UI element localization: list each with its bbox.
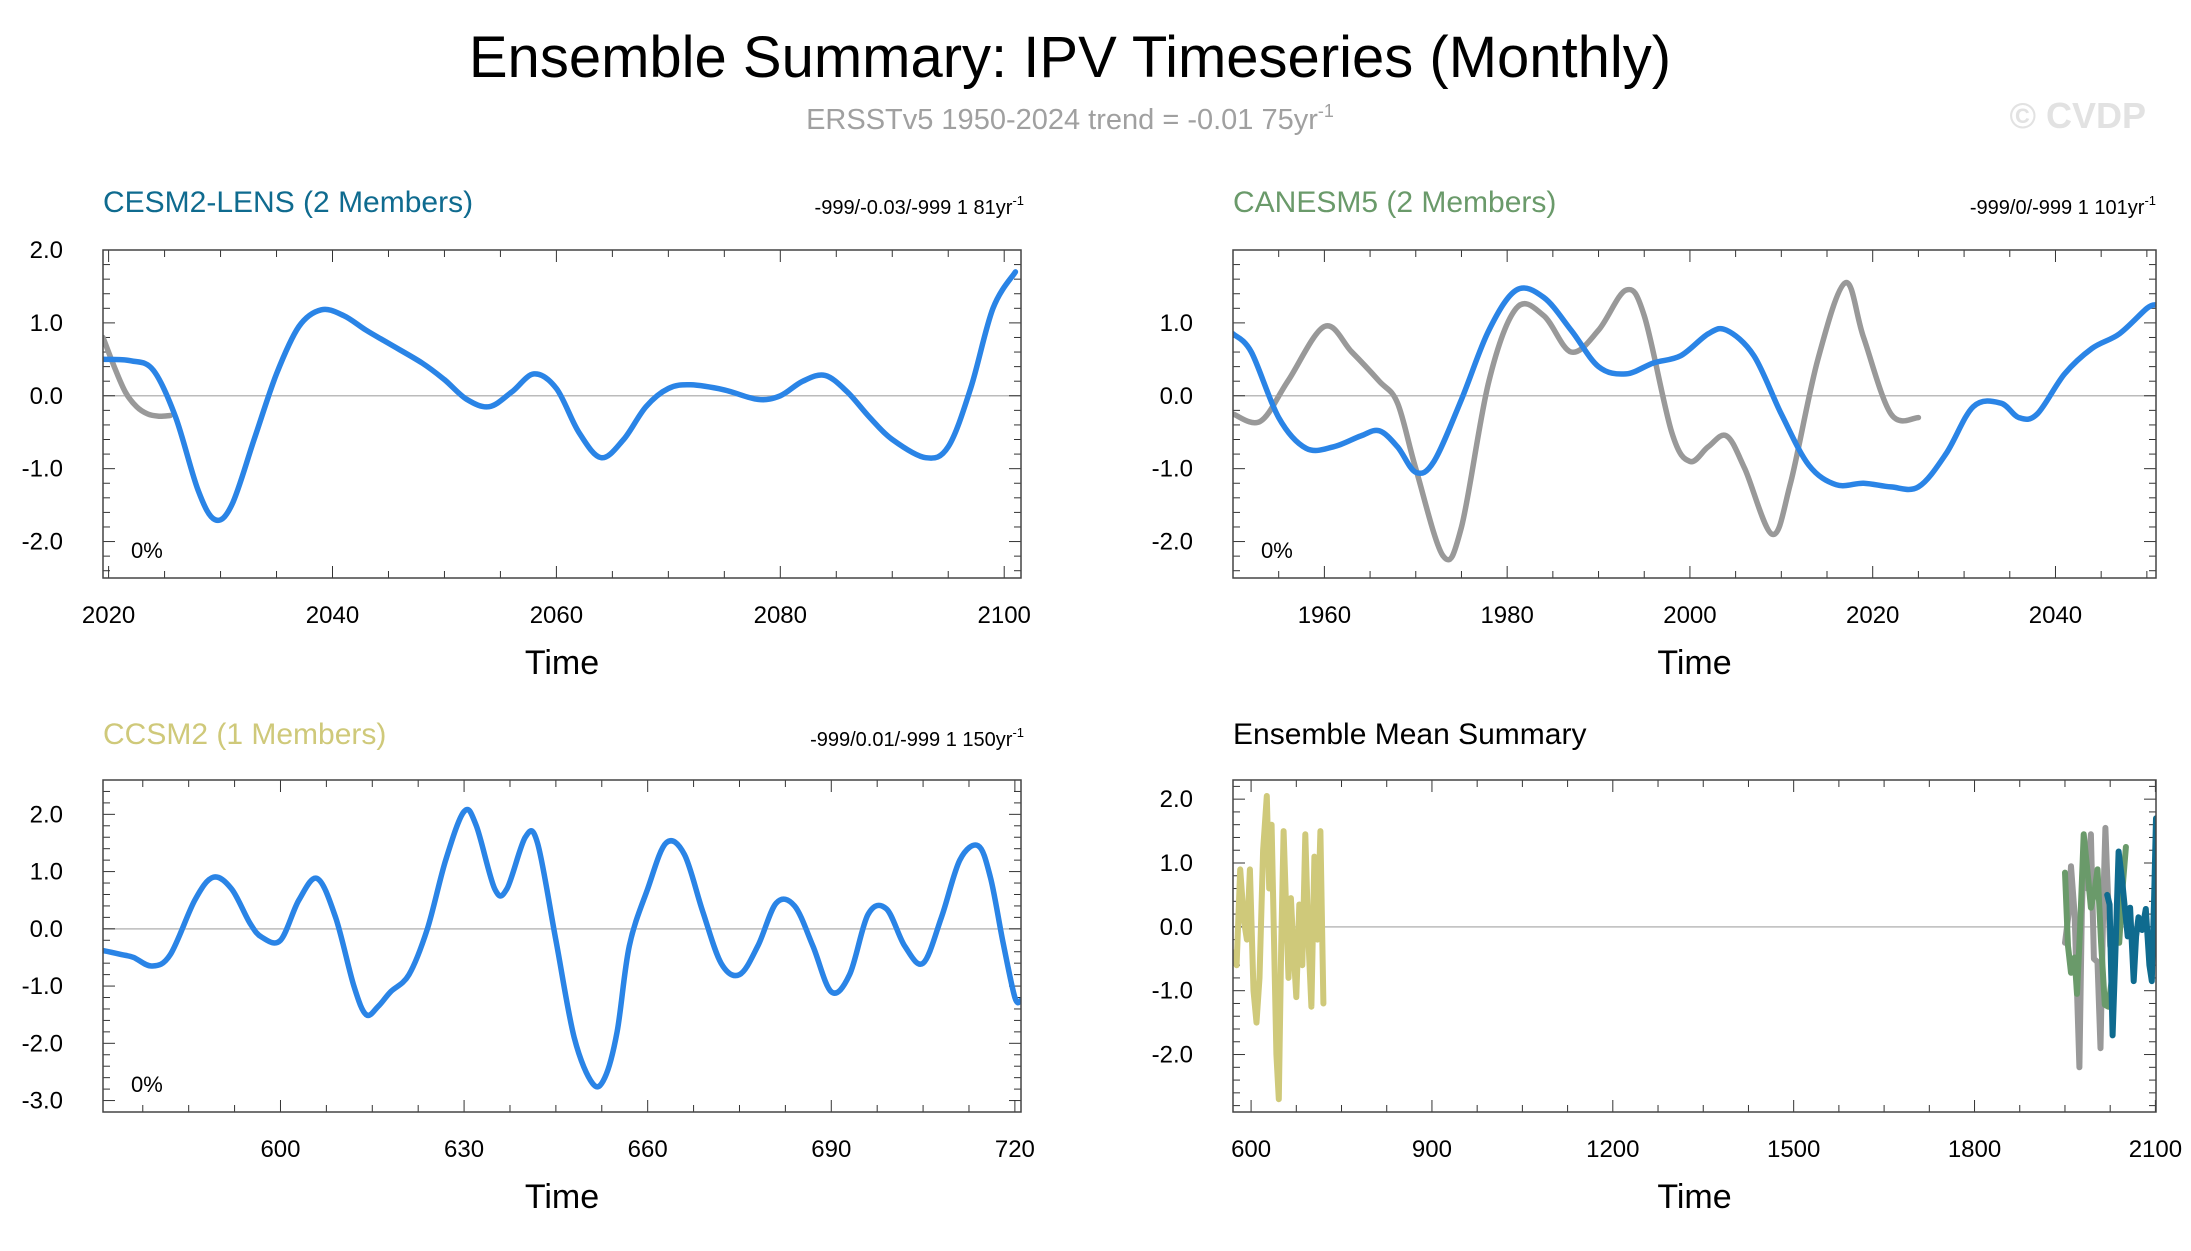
series-line-obs: [103, 334, 173, 419]
subtitle-text: ERSSTv5 1950-2024 trend = -0.01 75yr: [806, 104, 1318, 136]
x-tick-label: 2000: [1663, 602, 1716, 629]
y-tick-label: 0.0: [30, 916, 63, 943]
panel-title: CANESM5 (2 Members): [1233, 186, 1556, 219]
series-line-ccsm2: [1233, 793, 1327, 1103]
x-tick-label: 1980: [1480, 602, 1533, 629]
percent-label: 0%: [1261, 538, 1293, 563]
x-tick-label: 660: [628, 1136, 668, 1163]
plot-frame: [102, 779, 1022, 1113]
y-tick-label: -1.0: [1152, 456, 1193, 483]
y-tick-label: -1.0: [22, 456, 63, 483]
series-group: [103, 269, 1019, 524]
watermark: © CVDP: [2009, 95, 2146, 136]
x-tick-label: 1800: [1948, 1136, 2001, 1163]
panel-stats-text: -999/0.01/-999 1 150yr: [810, 729, 1013, 751]
series-group: [1233, 280, 2156, 563]
y-tick-label: -2.0: [22, 529, 63, 556]
y-tick-label: 1.0: [30, 310, 63, 337]
series-line-cesm2: [2104, 815, 2156, 1039]
y-tick-label: 2.0: [1160, 786, 1193, 813]
x-tick-label: 630: [444, 1136, 484, 1163]
panel-title: Ensemble Mean Summary: [1233, 718, 1586, 751]
x-tick-label: 2060: [530, 602, 583, 629]
plot-frame: [1232, 249, 2157, 579]
series-line-model: [1233, 285, 2156, 493]
y-tick-label: -3.0: [22, 1088, 63, 1115]
y-tick-label: -2.0: [1152, 1042, 1193, 1069]
y-tick-label: 0.0: [1160, 383, 1193, 410]
subtitle-superscript: -1: [1318, 101, 1334, 121]
x-tick-label: 1200: [1586, 1136, 1639, 1163]
panel-title: CCSM2 (1 Members): [103, 718, 386, 751]
x-tick-label: 2080: [754, 602, 807, 629]
panel-cesm2: CESM2-LENS (2 Members) -999/-0.03/-999 1 …: [22, 186, 1031, 682]
x-tick-label: 2100: [2129, 1136, 2182, 1163]
panel-ccsm2: CCSM2 (1 Members) -999/0.01/-999 1 150yr-…: [22, 718, 1035, 1216]
panel-mean: Ensemble Mean Summary 2.0 1.0 0.0 -1.0 -2.0 60…: [1152, 718, 2182, 1216]
series-line-obs: [1233, 280, 1922, 563]
panel-stats-superscript: -1: [1012, 725, 1024, 740]
y-tick-label: -1.0: [1152, 978, 1193, 1005]
x-tick-label: 2100: [978, 602, 1031, 629]
panel-stats: -999/-0.03/-999 1 81yr-1: [815, 193, 1024, 219]
percent-label: 0%: [131, 538, 163, 563]
panel-stats-text: -999/0/-999 1 101yr: [1970, 197, 2145, 219]
x-tick-label: 600: [1231, 1136, 1271, 1163]
series-group: [103, 806, 1021, 1090]
panel-title: CESM2-LENS (2 Members): [103, 186, 473, 219]
x-tick-label: 2020: [82, 602, 135, 629]
plot-frame: [1232, 779, 2157, 1113]
x-tick-label: 2020: [1846, 602, 1899, 629]
x-tick-label: 600: [260, 1136, 300, 1163]
y-tick-label: -1.0: [22, 973, 63, 1000]
y-tick-label: 1.0: [1160, 310, 1193, 337]
y-tick-label: 2.0: [30, 801, 63, 828]
plot-frame: [102, 249, 1022, 579]
series-group: [1233, 793, 2156, 1103]
y-tick-label: 0.0: [1160, 914, 1193, 941]
series-line-model: [103, 269, 1019, 524]
panel-stats-superscript: -1: [1012, 193, 1024, 208]
y-tick-label: 0.0: [30, 383, 63, 410]
figure-title: Ensemble Summary: IPV Timeseries (Monthl…: [469, 25, 1671, 90]
x-axis-label: Time: [525, 1178, 599, 1216]
panel-stats-superscript: -1: [2144, 193, 2156, 208]
y-tick-label: 1.0: [1160, 850, 1193, 877]
x-tick-label: 1500: [1767, 1136, 1820, 1163]
x-tick-label: 900: [1412, 1136, 1452, 1163]
figure-subtitle: ERSSTv5 1950-2024 trend = -0.01 75yr-1: [806, 101, 1334, 136]
x-tick-label: 720: [995, 1136, 1035, 1163]
series-line-model: [103, 806, 1021, 1090]
percent-label: 0%: [131, 1072, 163, 1097]
panel-stats-text: -999/-0.03/-999 1 81yr: [815, 197, 1013, 219]
y-tick-label: -2.0: [22, 1030, 63, 1057]
panel-stats: -999/0/-999 1 101yr-1: [1970, 193, 2156, 219]
y-tick-label: -2.0: [1152, 529, 1193, 556]
y-tick-label: 1.0: [30, 859, 63, 886]
y-tick-label: 2.0: [30, 237, 63, 264]
panel-canesm5: CANESM5 (2 Members) -999/0/-999 1 101yr-1…: [1152, 186, 2157, 682]
x-axis-label: Time: [1657, 1178, 1731, 1216]
x-tick-label: 2040: [306, 602, 359, 629]
x-axis-label: Time: [525, 644, 599, 682]
x-tick-label: 1960: [1298, 602, 1351, 629]
panel-stats: -999/0.01/-999 1 150yr-1: [810, 725, 1024, 751]
x-tick-label: 690: [811, 1136, 851, 1163]
x-tick-label: 2040: [2029, 602, 2082, 629]
x-axis-label: Time: [1657, 644, 1731, 682]
